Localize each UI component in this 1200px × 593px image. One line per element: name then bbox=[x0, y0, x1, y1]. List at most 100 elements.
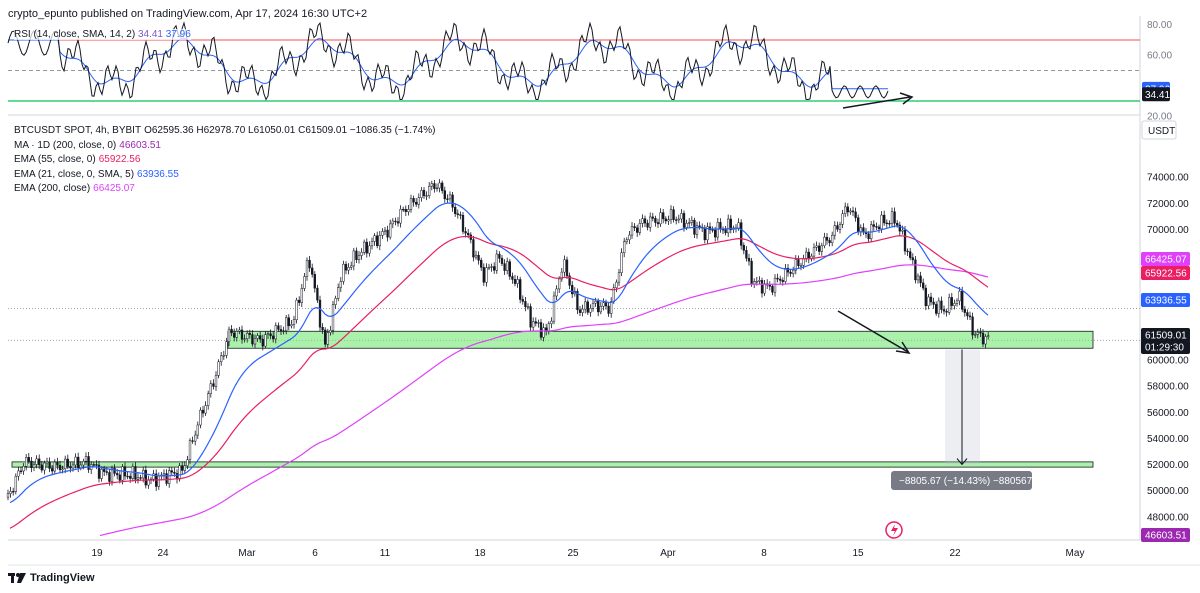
price-badge bbox=[1141, 528, 1190, 542]
price-badge bbox=[1141, 328, 1190, 342]
candle-down bbox=[534, 321, 537, 324]
candle-up bbox=[220, 355, 223, 363]
candle-up bbox=[435, 187, 439, 190]
rsi-axis-tick: 60.00 bbox=[1147, 50, 1172, 61]
candle-down bbox=[877, 226, 881, 230]
candle-down bbox=[919, 275, 922, 284]
candle-down bbox=[565, 259, 569, 277]
candle-down bbox=[248, 332, 251, 335]
candle-up bbox=[342, 263, 345, 282]
candle-up bbox=[625, 239, 628, 242]
candle-up bbox=[690, 219, 693, 223]
candle-up bbox=[329, 330, 332, 333]
candle-down bbox=[854, 211, 857, 218]
candle-up bbox=[688, 222, 691, 224]
time-axis-tick: May bbox=[1066, 548, 1085, 559]
candle-down bbox=[396, 221, 400, 224]
candle-up bbox=[186, 459, 189, 466]
candle-up bbox=[45, 461, 49, 464]
legend-row[interactable]: MA · 1D (200, close, 0) 46603.51 bbox=[14, 140, 161, 151]
price-badge-text: 46603.51 bbox=[1145, 531, 1187, 542]
candle-down bbox=[40, 464, 43, 471]
candle-down bbox=[979, 332, 982, 334]
tradingview-brand[interactable]: TradingView bbox=[8, 572, 95, 584]
time-axis-tick: Mar bbox=[238, 548, 256, 559]
candle-up bbox=[43, 462, 46, 471]
candle-up bbox=[246, 332, 249, 339]
candle-up bbox=[53, 461, 56, 472]
price-divergence-arrowhead bbox=[895, 341, 911, 354]
candle-down bbox=[903, 229, 907, 252]
candle-down bbox=[500, 258, 504, 264]
candle-down bbox=[376, 235, 379, 247]
candle-up bbox=[368, 245, 371, 254]
legend-row[interactable]: EMA (21, close, 0, SMA, 5) 63936.55 bbox=[14, 169, 179, 180]
candle-down bbox=[27, 457, 30, 462]
candle-up bbox=[84, 456, 88, 462]
candle-up bbox=[831, 234, 834, 243]
legend-row[interactable]: EMA (55, close, 0) 65922.56 bbox=[14, 154, 140, 165]
candle-down bbox=[646, 222, 649, 228]
candle-down bbox=[451, 194, 454, 208]
candle-up bbox=[121, 466, 124, 481]
candle-up bbox=[737, 222, 740, 229]
candle-down bbox=[779, 278, 782, 281]
candle-down bbox=[885, 222, 888, 224]
price-axis: 74000.0072000.0070000.0068000.0062000.00… bbox=[1141, 120, 1190, 542]
time-axis-tick: Apr bbox=[660, 548, 676, 559]
candle-up bbox=[162, 473, 166, 476]
candle-down bbox=[404, 209, 407, 212]
candle-up bbox=[157, 475, 160, 487]
candle-up bbox=[763, 283, 766, 294]
candle-up bbox=[409, 198, 413, 210]
candle-up bbox=[516, 279, 519, 284]
candle-up bbox=[495, 253, 498, 271]
price-axis-tick: 58000.00 bbox=[1147, 382, 1189, 393]
candle-down bbox=[604, 302, 608, 307]
legend-row[interactable]: BTCUSDT SPOT, 4h, BYBIT O62595.36 H62978.… bbox=[14, 125, 435, 136]
candle-up bbox=[474, 254, 478, 258]
candle-down bbox=[272, 335, 275, 340]
candle-down bbox=[636, 227, 639, 233]
candle-down bbox=[828, 240, 831, 243]
legend-label: EMA (200, close) bbox=[14, 183, 91, 194]
candle-down bbox=[503, 263, 506, 271]
candle-up bbox=[727, 218, 730, 234]
legend-label: EMA (21, close, 0, SMA, 5) bbox=[14, 168, 135, 180]
candle-down bbox=[675, 219, 678, 221]
candle-down bbox=[56, 461, 59, 466]
candle-up bbox=[303, 276, 306, 289]
candle-down bbox=[77, 456, 80, 468]
candle-down bbox=[836, 225, 839, 230]
candle-up bbox=[207, 393, 210, 406]
candle-up bbox=[976, 332, 979, 335]
candle-up bbox=[890, 211, 894, 224]
candle-down bbox=[269, 333, 272, 337]
legend-value: 46603.51 bbox=[119, 139, 161, 151]
candle-down bbox=[324, 329, 327, 345]
legend-row[interactable]: EMA (200, close) 66425.07 bbox=[14, 183, 135, 194]
candle-up bbox=[916, 275, 920, 281]
candle-down bbox=[422, 190, 426, 196]
candle-down bbox=[480, 259, 483, 268]
candle-up bbox=[381, 231, 384, 236]
candle-up bbox=[420, 190, 423, 198]
rsi-divergence-arrowhead bbox=[899, 92, 914, 105]
time-axis-tick: 24 bbox=[157, 548, 169, 559]
candle-down bbox=[103, 469, 106, 472]
currency-unit-label: USDT bbox=[1148, 126, 1175, 137]
tradingview-logo-icon bbox=[8, 573, 26, 583]
candle-up bbox=[222, 355, 225, 357]
candle-down bbox=[118, 474, 121, 481]
candle-down bbox=[201, 409, 205, 414]
candle-down bbox=[191, 440, 194, 442]
candle-down bbox=[862, 227, 865, 233]
brand-name: TradingView bbox=[30, 572, 95, 584]
candle-down bbox=[867, 233, 870, 240]
candle-down bbox=[789, 271, 792, 274]
candle-up bbox=[168, 470, 171, 484]
rsi-axis-tick: 80.00 bbox=[1147, 20, 1172, 31]
candle-down bbox=[672, 209, 675, 220]
